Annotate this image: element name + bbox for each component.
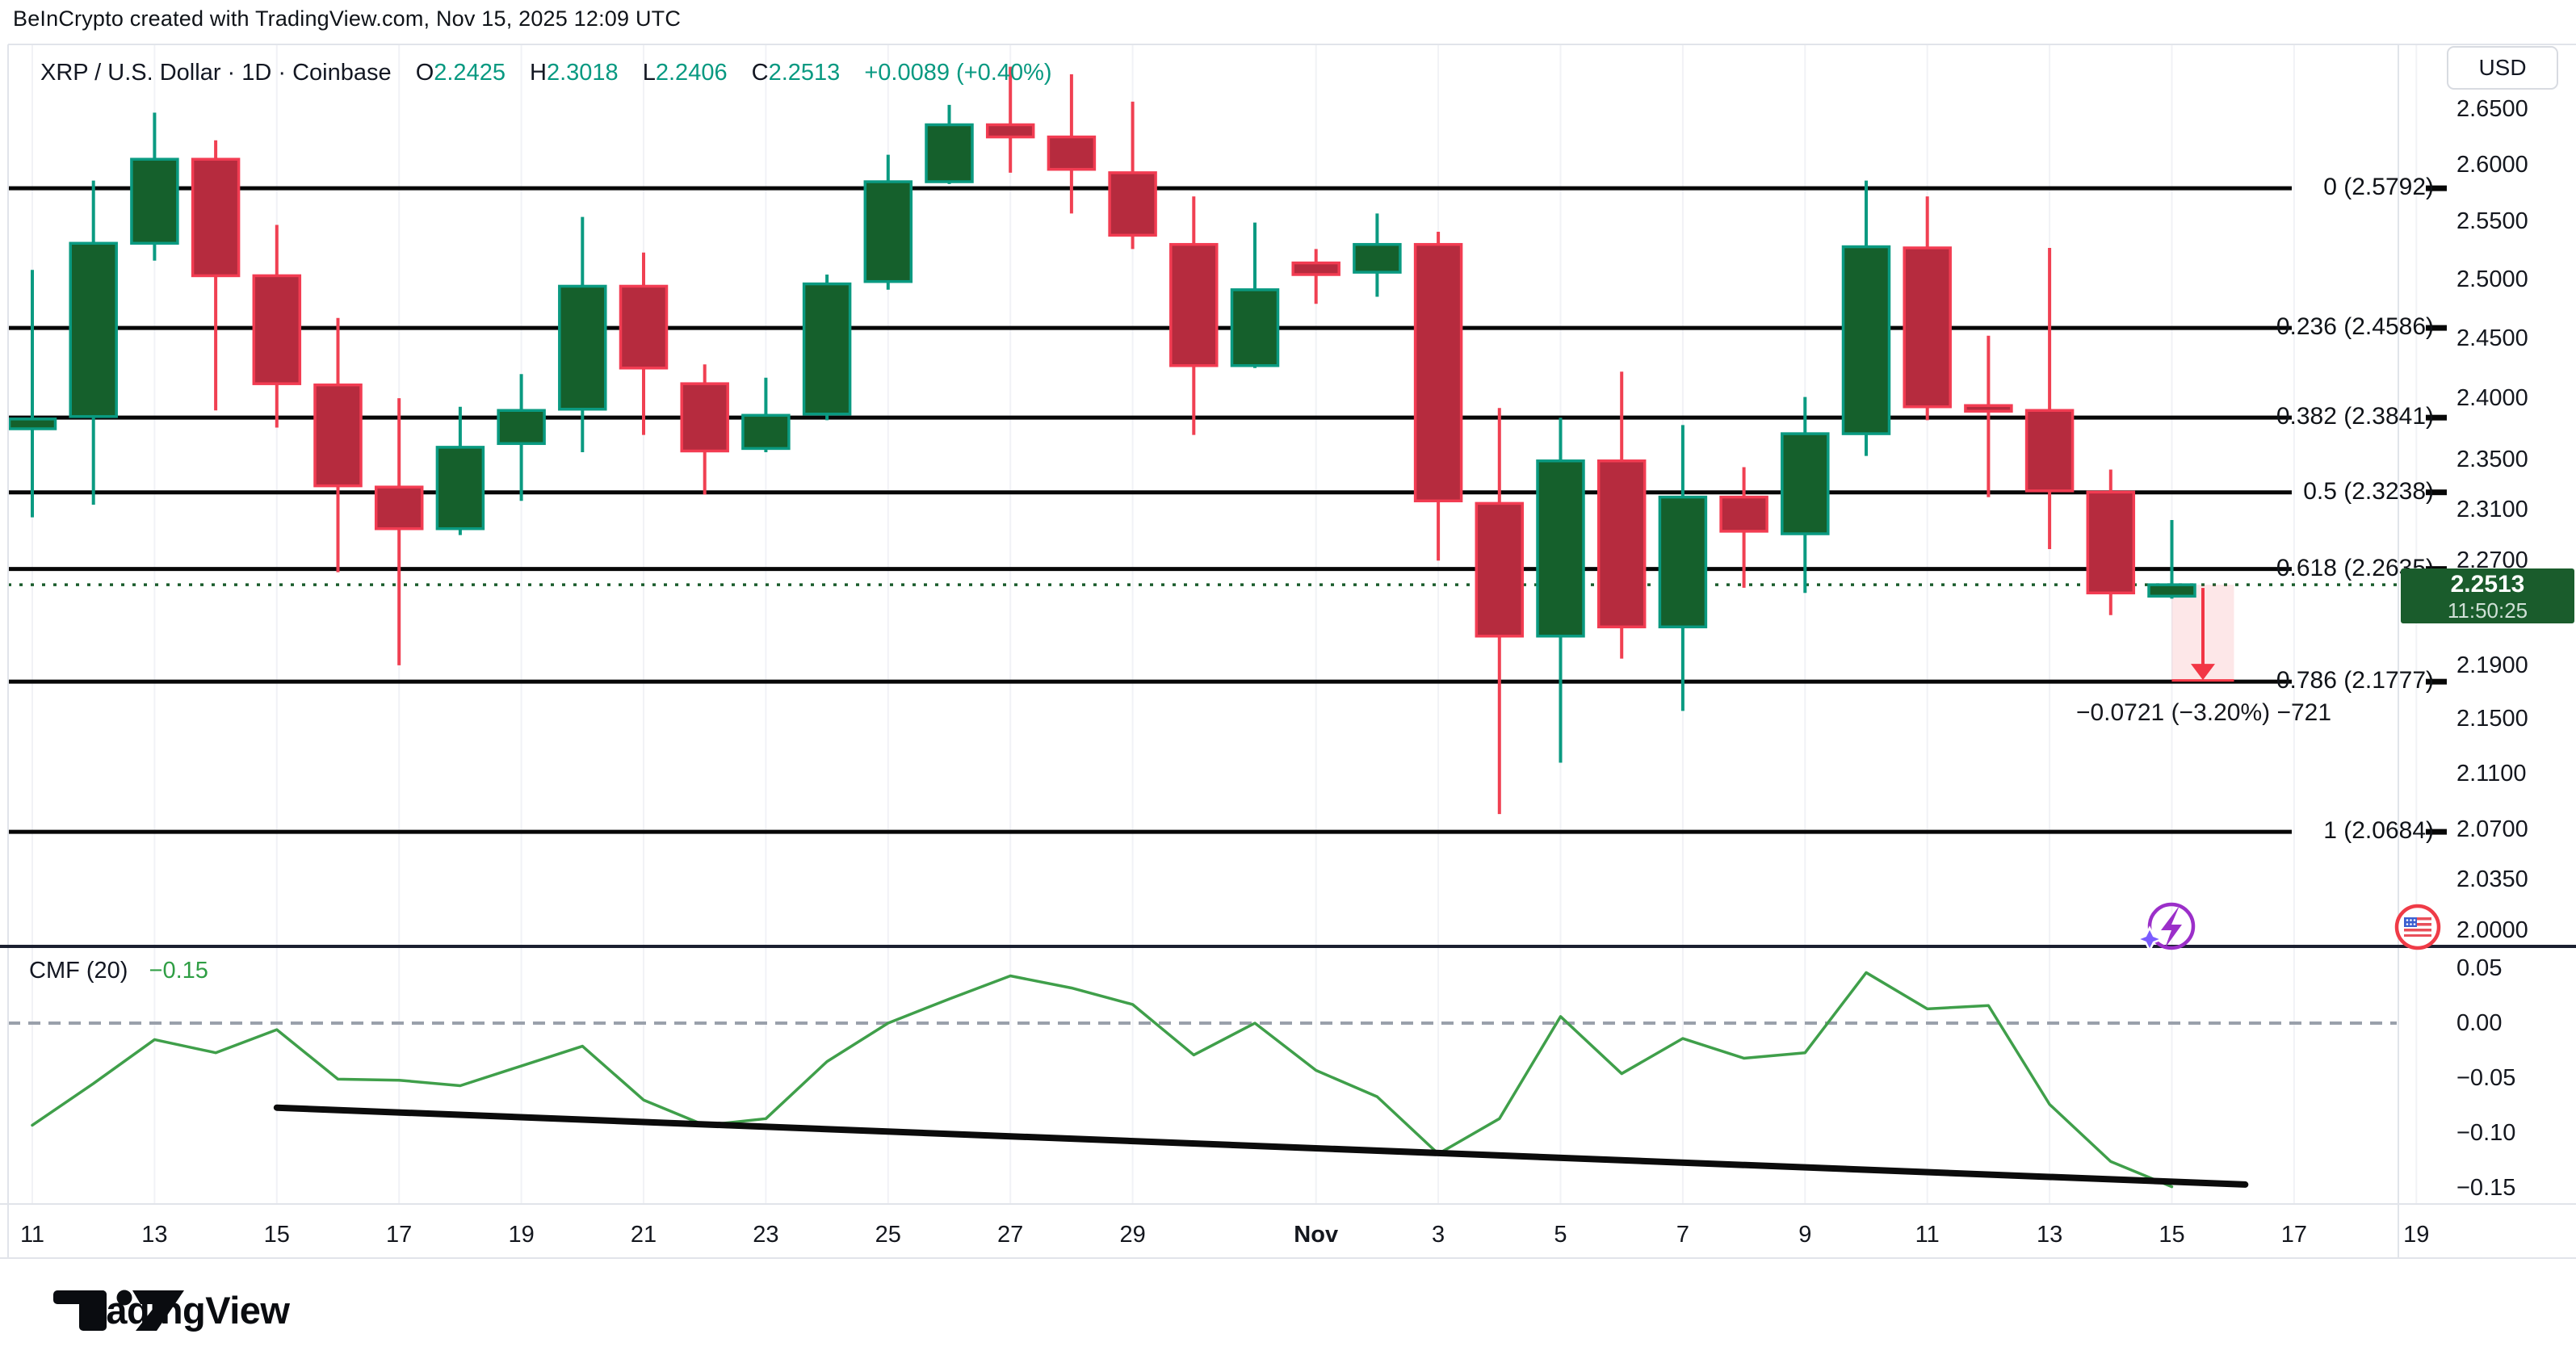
open-label: O [415,60,434,86]
sparkle-lightning-icon[interactable] [2132,895,2213,959]
candle-body-nov-8[interactable] [1719,495,1768,533]
cmf-trendline[interactable] [273,1104,2249,1188]
candle-body-oct-30[interactable] [1169,242,1219,367]
candle-body-oct-15[interactable] [252,274,302,385]
candle-body-oct-18[interactable] [435,446,485,531]
candle-body-nov-3[interactable] [1413,242,1463,503]
candle-body-nov-5[interactable] [1536,459,1585,638]
candle-body-oct-19[interactable] [497,409,546,446]
cmf-indicator-value: −0.15 [149,958,208,984]
candle-body-oct-13[interactable] [130,157,179,245]
cmf-indicator-title[interactable]: CMF (20) [29,958,128,984]
candle-body-oct-11[interactable] [7,417,57,430]
high-value: 2.3018 [546,60,619,86]
candle-body-oct-29[interactable] [1108,171,1157,237]
candle-body-nov-1[interactable] [1291,261,1340,276]
fib-axis-tick [2426,829,2447,835]
close-label: C [751,60,769,86]
fib-axis-tick [2426,414,2447,421]
candle-body-nov-4[interactable] [1475,501,1525,638]
fib-axis-tick [2426,325,2447,331]
candle-body-oct-31[interactable] [1230,288,1280,367]
candle-body-nov-2[interactable] [1353,242,1402,274]
candle-body-nov-6[interactable] [1596,459,1647,629]
candle-body-oct-25[interactable] [863,180,913,283]
candle-body-nov-14[interactable] [2086,490,2136,595]
fib-axis-tick [2426,489,2447,496]
candle-body-nov-9[interactable] [1781,432,1830,535]
candle-body-oct-14[interactable] [191,157,241,278]
high-label: H [530,60,547,86]
candle-body-nov-7[interactable] [1658,495,1708,629]
candle-body-nov-15[interactable] [2147,583,2196,598]
fib-axis-tick [2426,678,2447,685]
fib-axis-tick [2426,185,2447,191]
currency-label: USD [2478,55,2527,80]
credit-text: BeInCrypto created with TradingView.com,… [13,6,682,31]
currency-usd-button[interactable]: USD [2447,46,2558,90]
candle-body-oct-17[interactable] [374,485,424,531]
tradingview-logo[interactable]: TradingView [53,1287,290,1334]
change-value: +0.0089 (+0.40%) [864,60,1052,86]
pane-divider[interactable] [0,945,2576,948]
cmf-indicator-legend[interactable]: CMF (20) −0.15 [29,958,208,984]
price-projection-label: −0.0721 (−3.20%) −721 [2075,699,2332,726]
cmf-line[interactable] [31,971,2174,1189]
symbol-legend[interactable]: XRP / U.S. Dollar · 1D · Coinbase O2.242… [40,60,1052,86]
last-price-badge: 2.2513 11:50:25 [2401,568,2574,623]
projection-arrow-head [2191,664,2215,681]
candle-body-nov-10[interactable] [1841,245,1891,435]
candle-body-oct-26[interactable] [925,123,974,183]
candle-body-oct-28[interactable] [1047,135,1097,171]
candle-body-nov-12[interactable] [1964,404,2013,413]
close-value: 2.2513 [768,60,841,86]
last-price-value: 2.2513 [2450,571,2525,598]
candle-body-nov-11[interactable] [1903,246,1952,409]
candle-body-oct-21[interactable] [619,284,669,370]
candle-body-oct-24[interactable] [802,282,852,416]
tradingview-logo-mark [53,1290,184,1331]
low-label: L [642,60,656,86]
us-flag-icon[interactable] [2392,901,2444,953]
tradingview-logo-text: TradingView [71,1289,290,1332]
candle-body-nov-13[interactable] [2024,409,2075,493]
candle-body-oct-16[interactable] [313,383,363,488]
candle-body-oct-23[interactable] [741,413,791,451]
candle-body-oct-12[interactable] [69,241,118,418]
candle-body-oct-27[interactable] [985,123,1035,139]
open-value: 2.2425 [434,60,506,86]
symbol-title[interactable]: XRP / U.S. Dollar · 1D · Coinbase [40,60,392,86]
candle-countdown: 11:50:25 [2447,598,2528,623]
candle-body-oct-22[interactable] [680,382,729,453]
candle-body-oct-20[interactable] [558,284,607,411]
low-value: 2.2406 [655,60,728,86]
